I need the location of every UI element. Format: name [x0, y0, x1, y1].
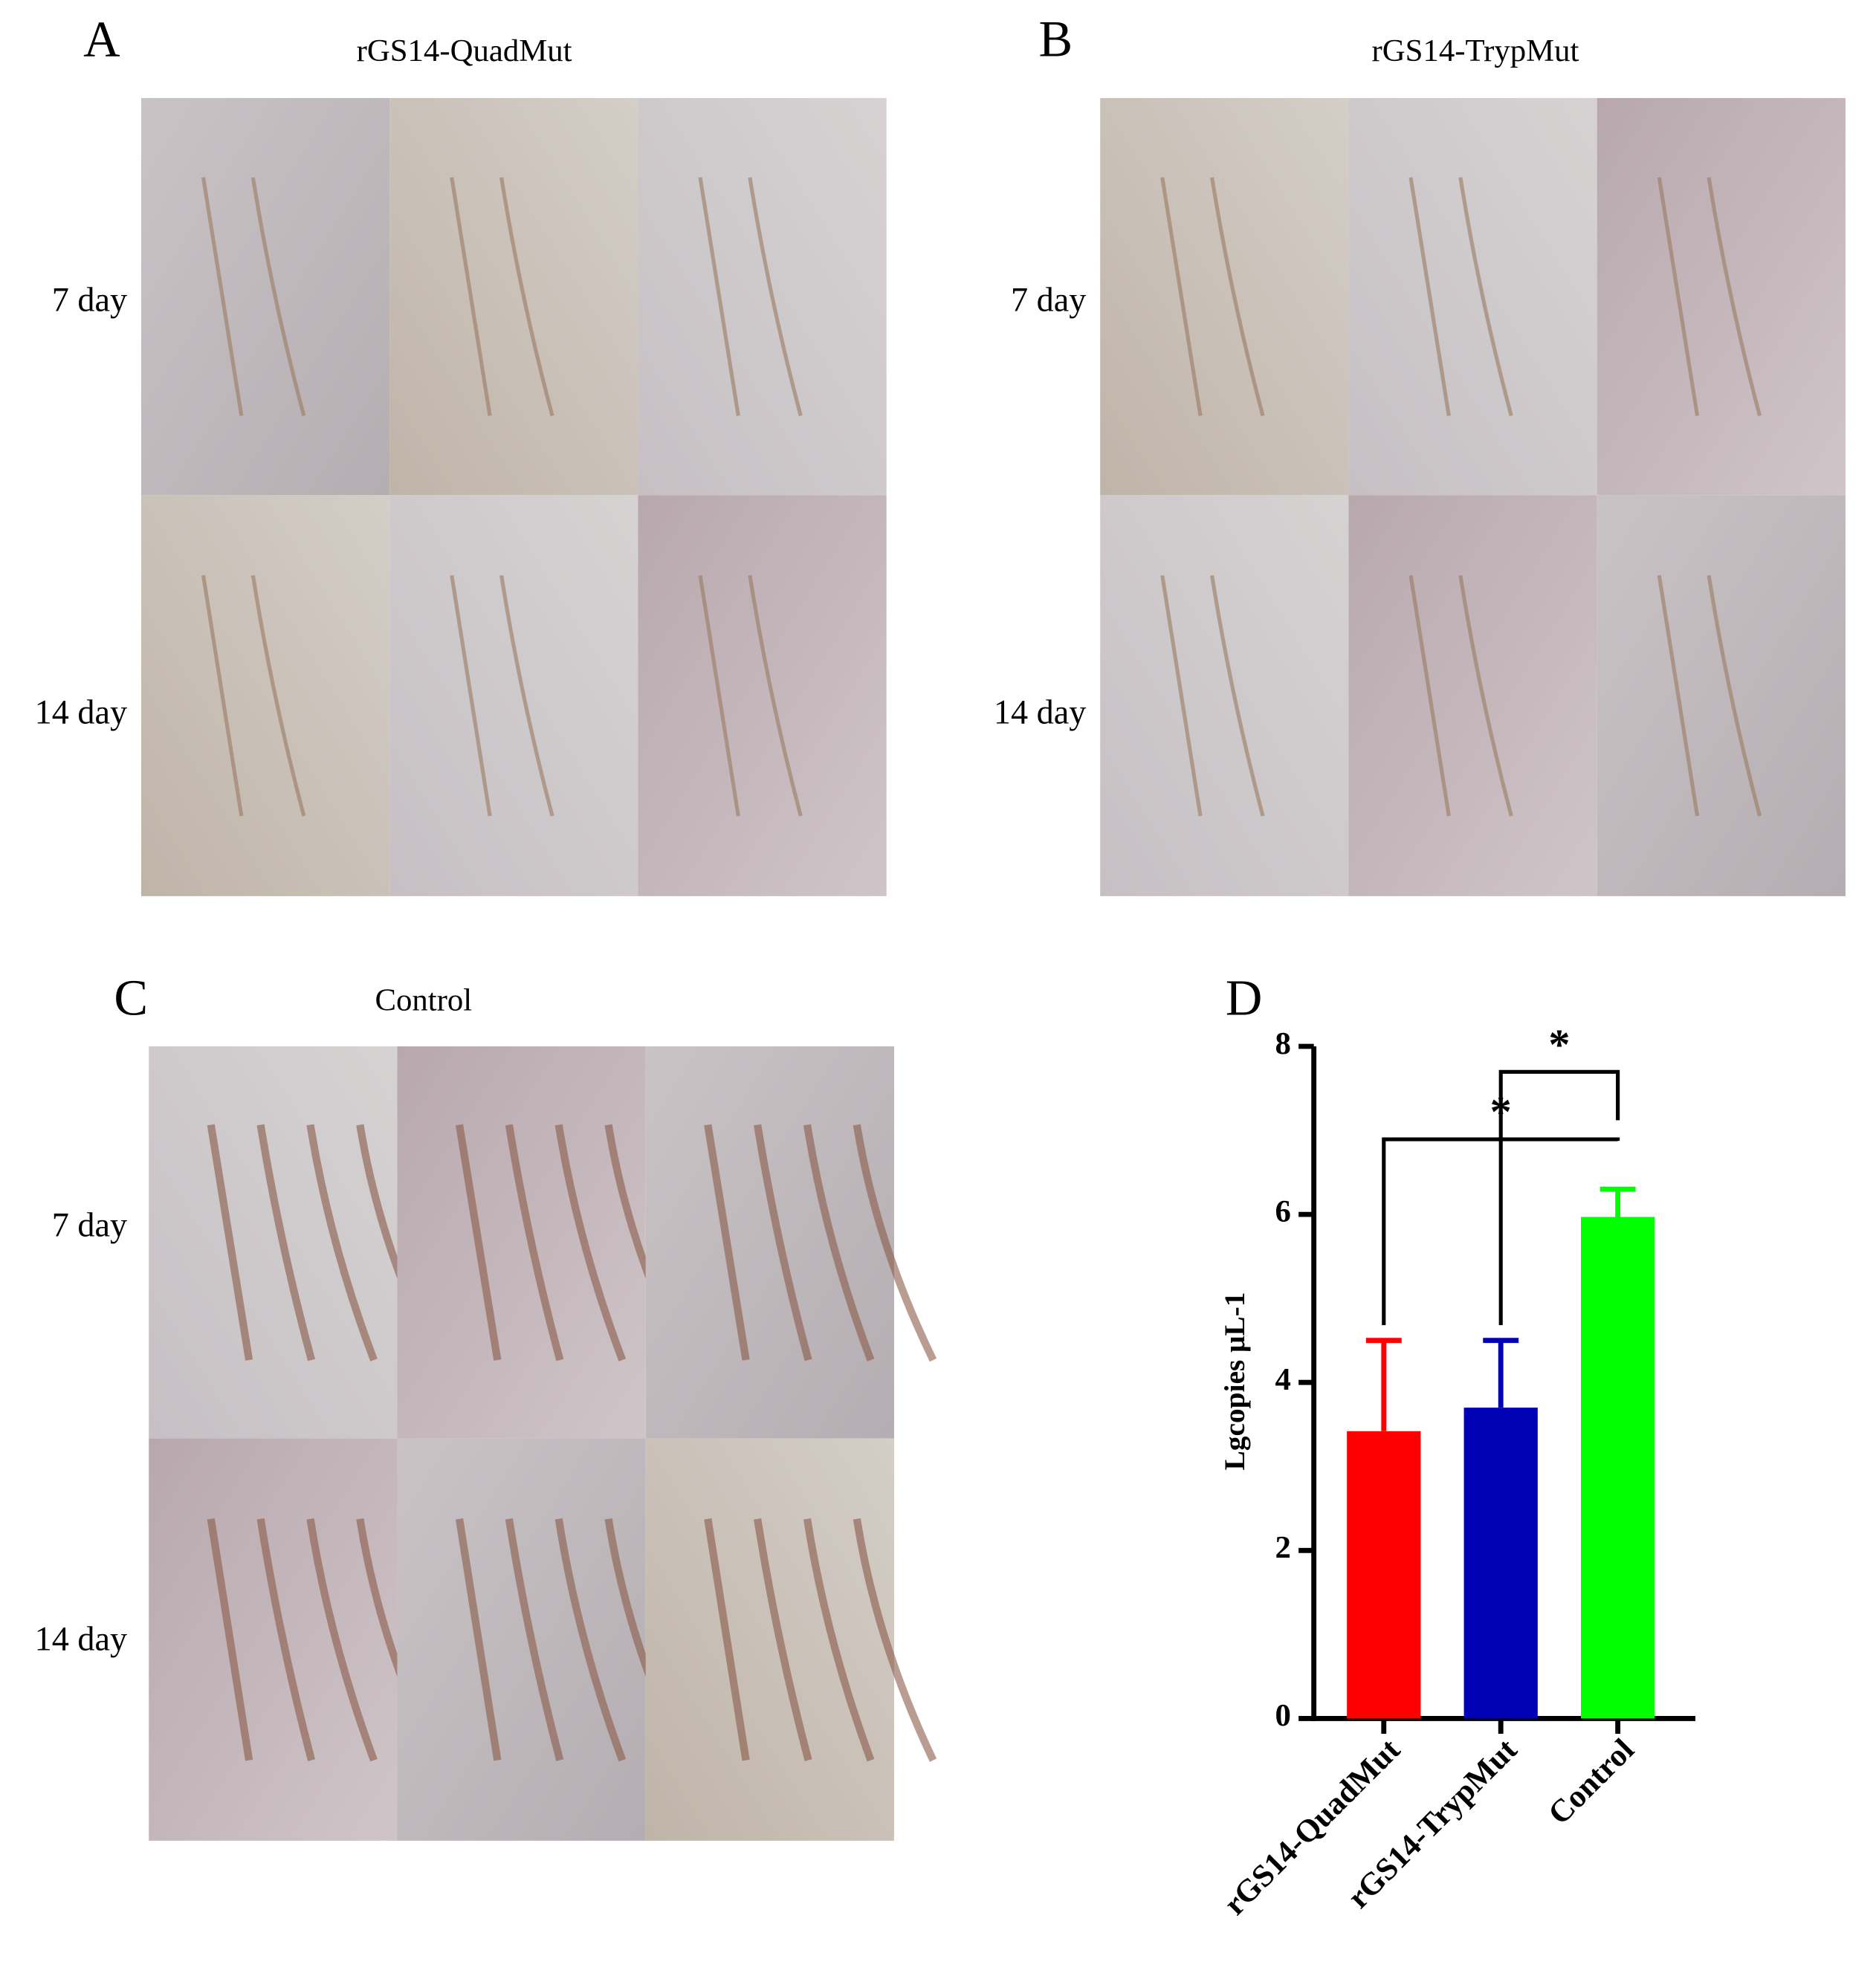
photo: [397, 1046, 646, 1439]
row-label: 7 day: [52, 1206, 127, 1244]
panel-title: Control: [375, 983, 472, 1018]
wound: [803, 1518, 875, 1762]
wound: [803, 1124, 875, 1361]
wound: [455, 1124, 502, 1361]
wound: [554, 1518, 627, 1762]
wound: [256, 1124, 316, 1361]
wound: [704, 1518, 750, 1761]
wound: [754, 1124, 812, 1361]
wound: [306, 1518, 378, 1762]
photo: [149, 1046, 398, 1439]
panel-title: rGS14-TrypMut: [1372, 33, 1579, 68]
photo: [389, 97, 638, 496]
wound: [256, 1518, 316, 1761]
photo: [1100, 495, 1349, 896]
bar: [1463, 1408, 1538, 1719]
wound: [853, 1124, 937, 1362]
wound: [748, 177, 803, 417]
panel-title: rGS14-QuadMut: [357, 33, 572, 68]
panel-letter: D: [1226, 969, 1262, 1026]
wound: [499, 574, 554, 817]
wound: [1210, 177, 1265, 417]
wound: [1707, 177, 1762, 417]
row-label: 7 day: [1011, 280, 1086, 318]
significance-label: *: [1548, 1020, 1570, 1069]
wound: [207, 1124, 253, 1361]
wound: [450, 574, 492, 817]
wound: [853, 1518, 937, 1762]
x-tick-label: Control: [1542, 1732, 1641, 1832]
wound: [207, 1518, 253, 1761]
photo: [1100, 97, 1349, 496]
wound: [505, 1124, 564, 1361]
photo: [397, 1438, 646, 1841]
row-label: 14 day: [35, 693, 127, 731]
y-tick-label: 6: [1275, 1194, 1290, 1229]
wound: [1458, 177, 1513, 417]
photo: [638, 495, 887, 896]
wound: [1707, 574, 1762, 817]
panel-letter: A: [83, 11, 120, 68]
panel-letter: B: [1038, 11, 1073, 68]
wound: [201, 574, 244, 817]
photo: [140, 97, 390, 496]
photo: [645, 1438, 894, 1841]
wound: [1408, 574, 1451, 817]
photo: [1597, 495, 1846, 896]
wound: [1458, 574, 1513, 817]
photo: [645, 1046, 894, 1439]
wound: [704, 1124, 750, 1361]
wound: [1657, 177, 1700, 416]
wound: [306, 1124, 378, 1361]
y-tick-label: 4: [1275, 1362, 1290, 1397]
wound: [505, 1518, 564, 1761]
significance-bracket: [1498, 1069, 1620, 1326]
photo: [1348, 97, 1597, 496]
y-tick-label: 0: [1275, 1698, 1290, 1733]
photo: [638, 97, 887, 496]
wound: [250, 177, 306, 417]
wound: [1408, 177, 1451, 416]
row-label: 14 day: [35, 1619, 127, 1657]
photo: [149, 1438, 398, 1841]
bar: [1347, 1431, 1421, 1719]
wound: [554, 1124, 627, 1361]
photo: [389, 495, 638, 896]
y-tick-label: 2: [1275, 1530, 1290, 1565]
wound: [201, 177, 244, 416]
photo: [1348, 495, 1597, 896]
wound: [455, 1518, 502, 1761]
wound: [698, 177, 740, 416]
y-axis-label: Lgcopies μL-1: [1218, 1292, 1251, 1471]
wound: [698, 574, 740, 817]
wound: [1160, 177, 1203, 416]
wound: [250, 574, 306, 817]
wound: [1657, 574, 1700, 817]
wound: [748, 574, 803, 817]
wound: [754, 1518, 812, 1761]
photo: [140, 495, 390, 896]
wound: [499, 177, 554, 417]
y-tick-label: 8: [1275, 1026, 1290, 1061]
wound: [1210, 574, 1265, 817]
row-label: 7 day: [52, 280, 127, 318]
bar: [1581, 1217, 1655, 1719]
row-label: 14 day: [994, 693, 1086, 731]
wound: [1160, 574, 1203, 817]
photo-panels: [140, 97, 1846, 1841]
photo: [1597, 97, 1846, 496]
panel-letter: C: [114, 969, 148, 1026]
wound: [450, 177, 492, 416]
